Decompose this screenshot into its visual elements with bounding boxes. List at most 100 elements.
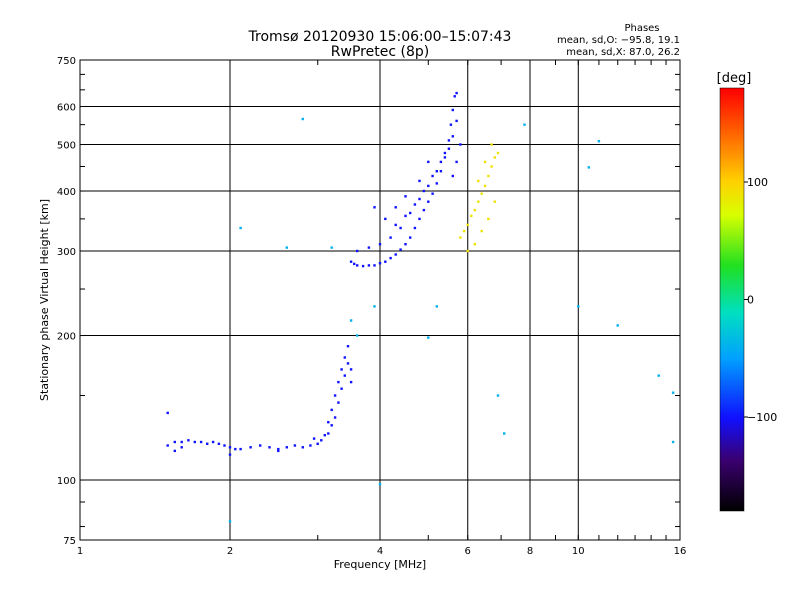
data-point — [193, 440, 196, 444]
data-point — [343, 356, 346, 359]
data-point — [378, 483, 382, 486]
data-point — [239, 447, 242, 451]
data-point — [480, 229, 483, 233]
grid — [80, 60, 680, 540]
data-point — [427, 184, 430, 188]
data-point — [285, 446, 288, 449]
data-point — [361, 264, 365, 268]
data-point — [587, 166, 590, 169]
data-point — [316, 442, 319, 445]
data-point — [353, 262, 356, 266]
data-point — [427, 336, 430, 339]
data-point — [503, 432, 506, 435]
colorbar-label: [deg] — [717, 71, 752, 86]
data-point — [268, 446, 271, 449]
x-tick-label: 2 — [227, 546, 233, 557]
data-point — [277, 449, 280, 453]
data-point — [449, 123, 453, 126]
data-point — [356, 264, 359, 267]
data-point — [487, 174, 490, 178]
data-point — [477, 200, 480, 203]
data-point — [439, 170, 443, 173]
data-point — [378, 262, 382, 265]
data-point — [597, 140, 601, 143]
y-tick-label: 750 — [57, 56, 76, 67]
data-point — [367, 264, 371, 267]
data-point — [166, 444, 169, 447]
data-point — [409, 211, 412, 215]
data-point — [496, 151, 500, 155]
data-point — [473, 243, 476, 246]
data-point — [480, 192, 483, 195]
data-point — [356, 334, 359, 337]
data-point — [409, 236, 412, 239]
data-point — [349, 319, 353, 322]
data-point — [493, 156, 496, 159]
chart-title: Tromsø 20120930 15:06:00–15:07:43 — [248, 29, 512, 45]
data-point — [234, 447, 237, 451]
data-point — [173, 440, 176, 444]
data-point — [356, 249, 359, 253]
data-point — [451, 135, 454, 138]
data-point — [577, 305, 580, 308]
y-tick-label: 100 — [57, 476, 76, 487]
data-point — [349, 368, 353, 371]
axis-ticks: 1 2 4 6 8 10 16 75 100 200 300 400 500 600 750 — [57, 56, 686, 557]
data-point — [399, 248, 402, 251]
chart-subtitle: RwPretec (8p) — [331, 44, 429, 60]
data-point — [327, 421, 330, 424]
data-point — [211, 440, 215, 444]
data-point — [378, 243, 382, 246]
data-point — [466, 223, 469, 227]
data-point — [435, 182, 438, 185]
y-axis-label: Stationary phase Virtual Height [km] — [38, 199, 51, 401]
data-point — [309, 444, 312, 447]
data-point — [455, 160, 458, 164]
data-point — [337, 401, 340, 404]
data-point — [301, 117, 304, 121]
data-point — [473, 208, 476, 212]
data-point — [337, 380, 340, 384]
data-point — [173, 449, 176, 453]
data-point — [435, 305, 438, 308]
data-point — [384, 260, 387, 263]
data-point — [323, 434, 326, 437]
data-point — [435, 170, 438, 173]
data-points — [166, 91, 675, 523]
data-point — [346, 362, 350, 365]
data-point — [206, 442, 209, 445]
data-point — [394, 223, 397, 227]
data-point — [418, 217, 421, 221]
colorbar — [719, 87, 745, 512]
data-point — [373, 264, 376, 267]
data-point — [487, 217, 490, 221]
data-point — [384, 217, 387, 221]
data-point — [483, 160, 487, 164]
y-tick-label: 75 — [63, 536, 76, 547]
data-point — [657, 374, 660, 377]
data-point — [483, 184, 487, 188]
y-tick-label: 300 — [57, 247, 76, 258]
data-point — [259, 444, 262, 447]
data-point — [180, 446, 183, 449]
data-point — [418, 179, 421, 183]
data-point — [496, 394, 500, 397]
data-point — [228, 453, 232, 456]
data-point — [523, 123, 526, 126]
data-point — [373, 305, 376, 308]
data-point — [389, 236, 392, 239]
data-point — [470, 214, 473, 218]
phase-info-title: Phases — [624, 23, 659, 34]
data-point — [312, 437, 316, 440]
data-point — [187, 439, 190, 442]
data-point — [166, 411, 169, 415]
colorbar-tick-label: −100 — [747, 411, 777, 424]
data-point — [340, 387, 343, 390]
data-point — [616, 324, 619, 327]
data-point — [346, 345, 350, 348]
data-point — [431, 174, 434, 178]
data-point — [217, 442, 221, 445]
data-point — [459, 143, 462, 146]
data-point — [349, 260, 353, 263]
